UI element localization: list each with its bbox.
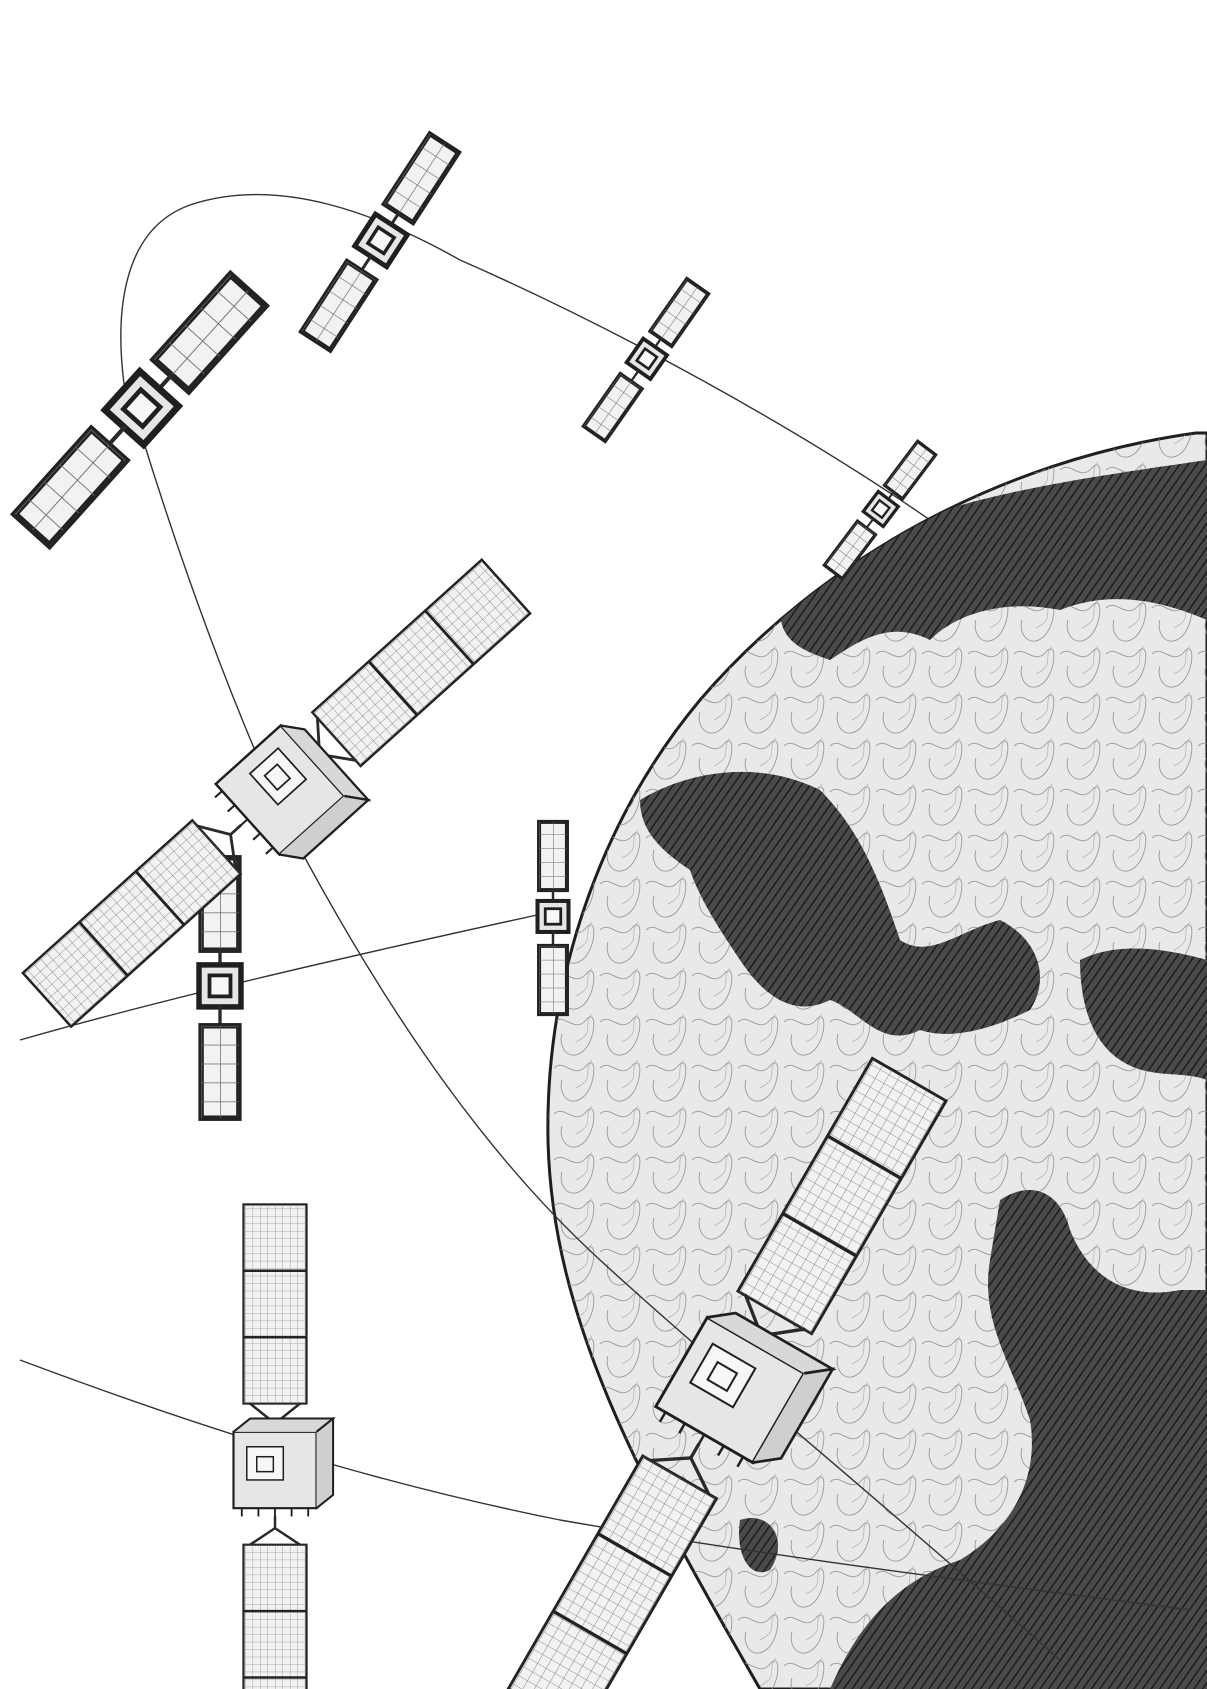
- satellite-top-center: [300, 133, 460, 351]
- satellite-large-mid-left: [13, 549, 552, 1051]
- satellite-large-bottom-left: [232, 1203, 335, 1689]
- satellite-upper-right-1: [580, 276, 712, 444]
- satellite-mid-earth-edge: [538, 822, 569, 1014]
- satellite-top-left: [13, 273, 267, 547]
